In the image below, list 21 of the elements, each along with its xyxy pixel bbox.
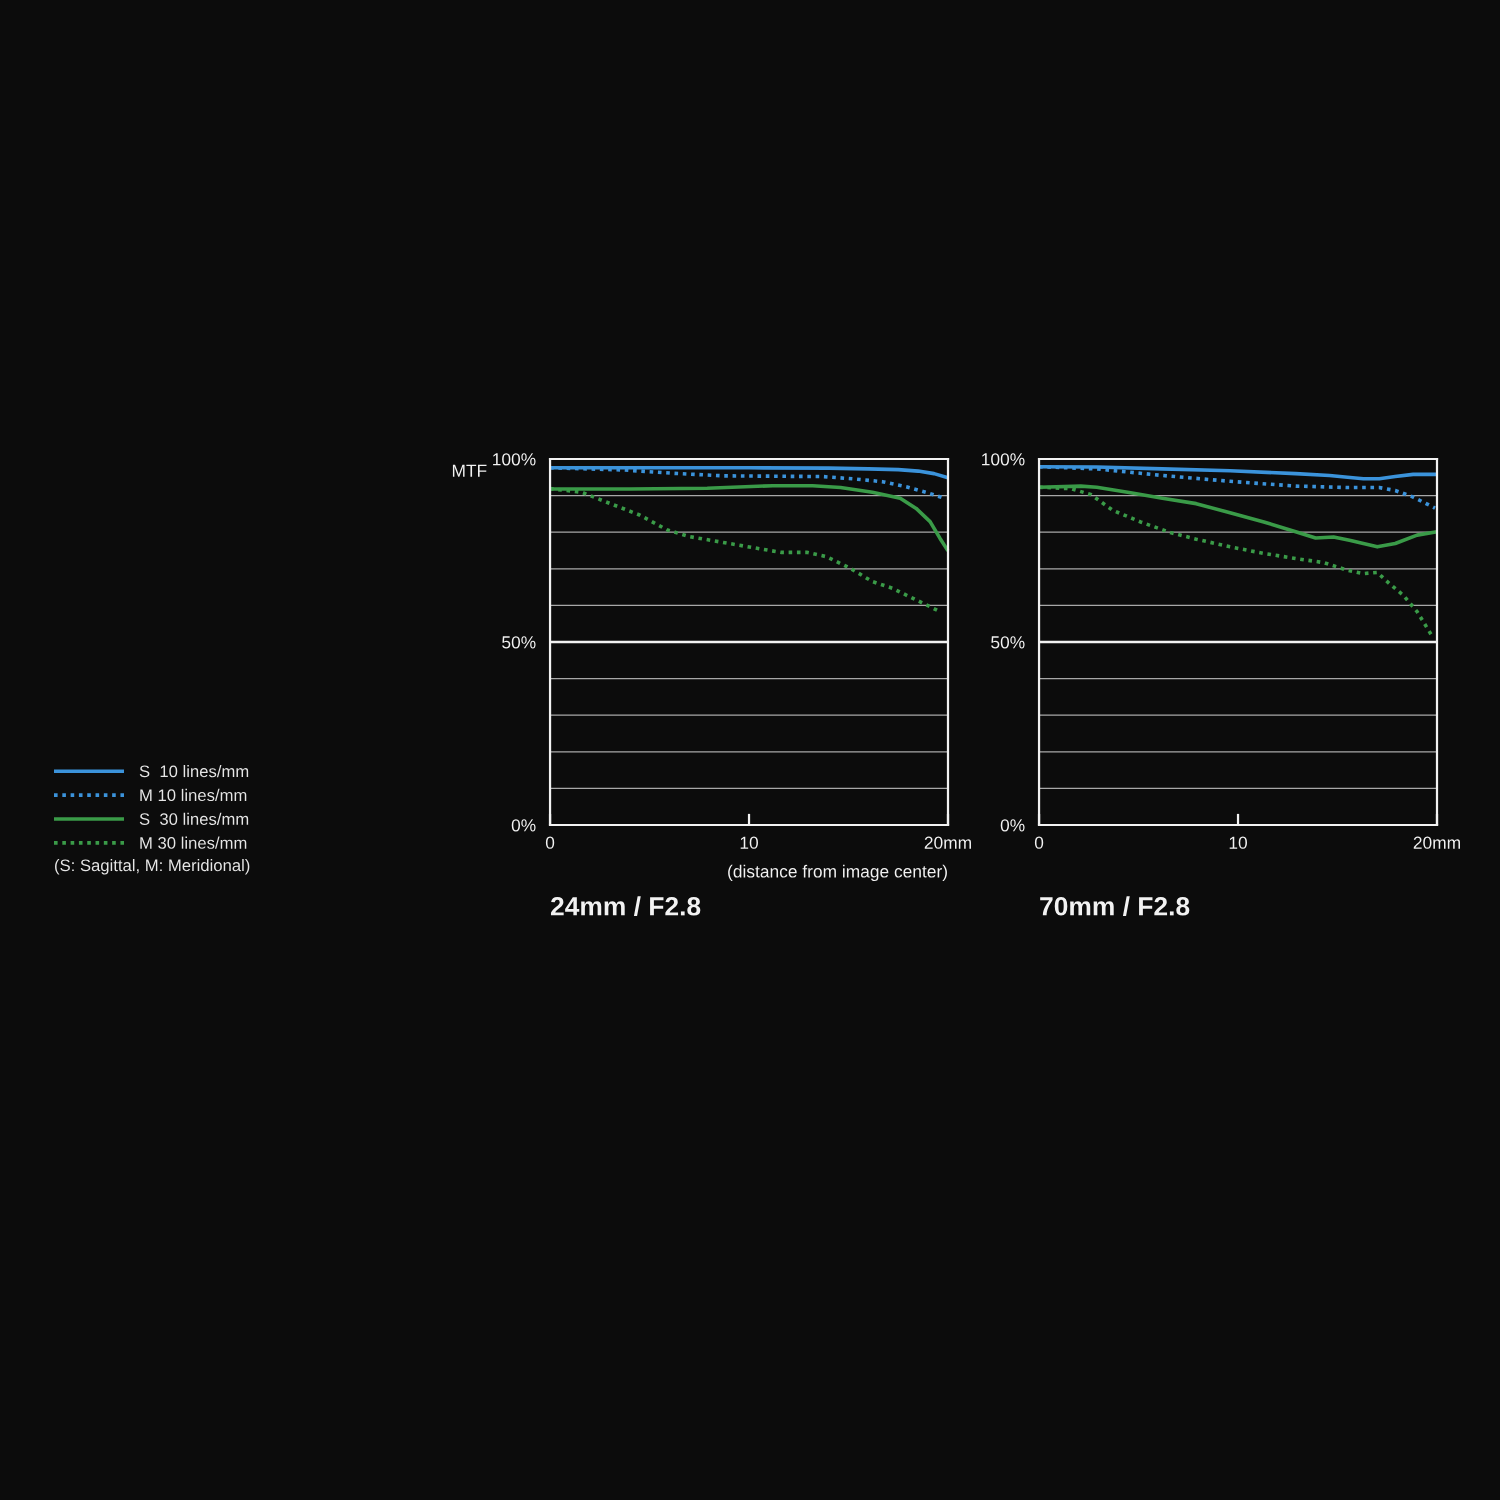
x-axis-title: (distance from image center) xyxy=(728,864,947,882)
legend-label: M 30 lines/mm xyxy=(140,836,247,849)
legend-label: S 10 lines/mm xyxy=(139,765,249,778)
text: 24mm / F2.8 xyxy=(550,896,701,916)
x-tick-label: 10 xyxy=(740,836,758,849)
legend-label: S 30 lines/mm xyxy=(139,812,249,825)
y-tick-label: 0% xyxy=(511,819,536,832)
y-axis-title: MTF xyxy=(452,464,487,477)
y-tick-label: 50% xyxy=(502,636,536,649)
y-tick-label: 100% xyxy=(493,453,536,466)
x-tick-label: 0 xyxy=(1034,836,1044,849)
x-tick-label: 20mm xyxy=(924,836,971,849)
x-tick-label: 20mm xyxy=(1413,836,1460,849)
text: 70mm / F2.8 xyxy=(1040,896,1190,916)
x-tick-label: 10 xyxy=(1229,836,1247,849)
y-tick-label: 50% xyxy=(991,636,1025,649)
legend-label: M 10 lines/mm xyxy=(140,788,247,802)
y-tick-label: 0% xyxy=(1000,819,1025,832)
x-tick-label: 0 xyxy=(545,836,555,849)
text: (S: Sagittal, M: Meridional) xyxy=(55,859,250,875)
y-tick-label: 100% xyxy=(982,453,1025,466)
